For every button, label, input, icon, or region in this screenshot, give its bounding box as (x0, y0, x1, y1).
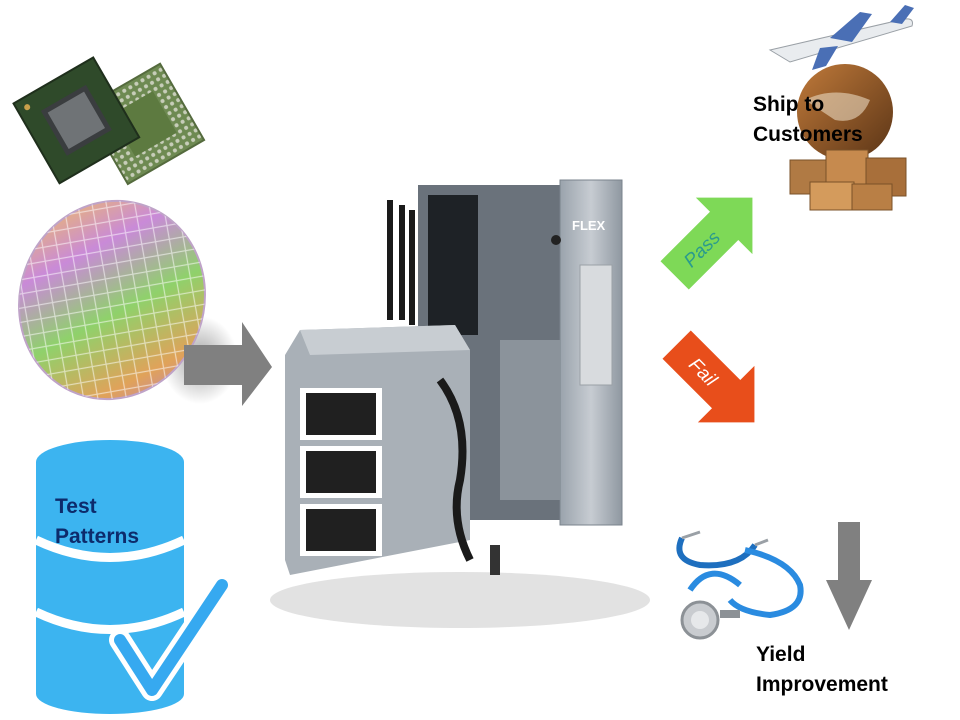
pass-arrow: Pass (660, 197, 753, 290)
globe-boxes-icon (789, 64, 907, 211)
yield-improvement-label: Yield Improvement (756, 640, 888, 700)
test-patterns-line-2: Patterns (55, 525, 140, 548)
tester-brand-label: FLEX (572, 218, 606, 233)
yield-arrow (826, 522, 872, 630)
ship-line-1: Ship to (753, 93, 825, 116)
stethoscope-icon (676, 530, 804, 640)
input-arrow (184, 322, 272, 406)
chip-icon (12, 56, 206, 186)
checkmark-icon (109, 574, 233, 701)
ship-line-2: Customers (753, 123, 863, 146)
airplane-icon (768, 5, 914, 70)
wafer-icon (18, 199, 238, 404)
ship-to-customers-label: Ship to Customers (753, 90, 863, 150)
yield-line-2: Improvement (756, 673, 888, 696)
test-patterns-line-1: Test (55, 495, 97, 518)
yield-line-1: Yield (756, 643, 806, 666)
test-patterns-label: Test Patterns (55, 492, 139, 552)
tester-machine-image (270, 179, 650, 628)
fail-arrow: Fail (662, 330, 755, 423)
